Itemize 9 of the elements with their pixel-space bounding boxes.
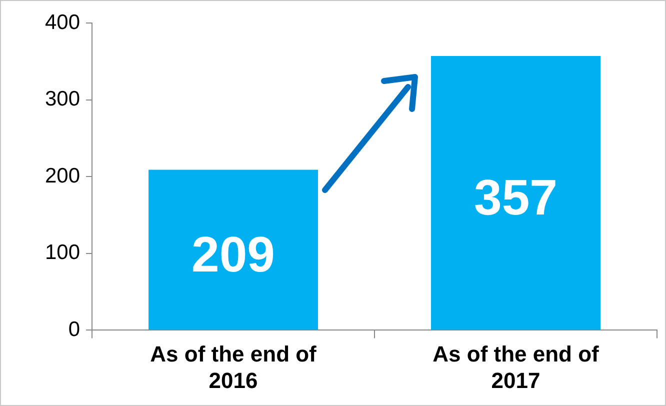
y-tick-label: 0 bbox=[68, 318, 80, 341]
y-tick-label: 100 bbox=[44, 241, 80, 264]
data-label: 209 bbox=[192, 226, 275, 282]
data-label: 357 bbox=[474, 170, 558, 226]
x-tick-label: As of the end of 2017 bbox=[432, 341, 600, 393]
x-tick-label: As of the end of 2016 bbox=[150, 341, 318, 393]
y-tick-label: 200 bbox=[44, 164, 80, 188]
y-tick-label: 400 bbox=[44, 10, 80, 34]
y-tick-label: 300 bbox=[44, 88, 80, 111]
